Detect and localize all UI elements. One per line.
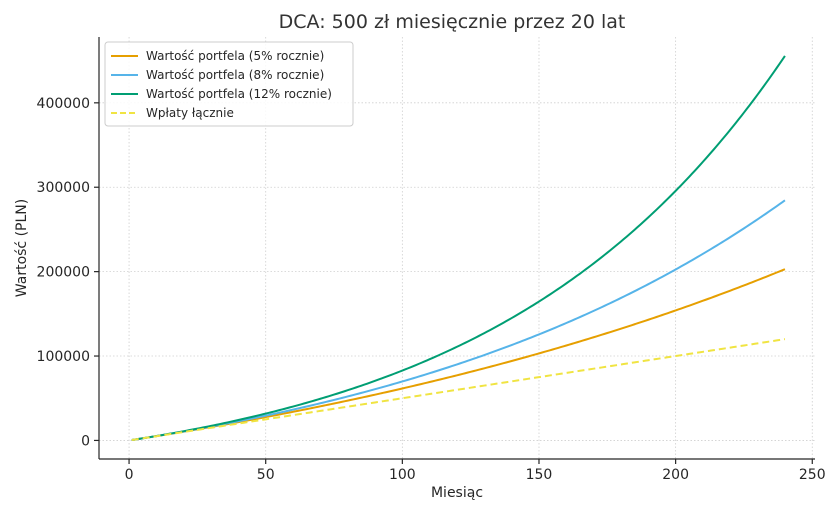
- axes: [98, 37, 815, 460]
- y-tick-label: 400000: [37, 96, 90, 112]
- y-tick-label: 0: [81, 433, 90, 449]
- series-line-3: [131, 338, 786, 441]
- series-line-1: [131, 199, 786, 441]
- legend-label: Wartość portfela (8% rocznie): [146, 68, 324, 82]
- y-ticks: 0 100000 200000 300000 400000: [37, 96, 99, 449]
- y-tick-label: 100000: [37, 349, 90, 365]
- x-axis-label: Miesiąc: [431, 485, 483, 501]
- legend-label: Wartość portfela (5% rocznie): [146, 49, 324, 63]
- x-tick-label: 100: [389, 467, 416, 483]
- y-tick-label: 300000: [37, 180, 90, 196]
- series-line-2: [131, 55, 786, 441]
- x-tick-label: 50: [257, 467, 275, 483]
- legend-frame: [104, 41, 354, 127]
- legend-label: Wpłaty łącznie: [146, 106, 234, 120]
- x-tick-label: 0: [125, 467, 134, 483]
- y-tick-label: 200000: [37, 265, 90, 281]
- legend: Wartość portfela (5% rocznie) Wartość por…: [104, 41, 354, 127]
- x-tick-label: 200: [662, 467, 689, 483]
- x-tick-label: 250: [799, 467, 826, 483]
- x-ticks: 0 50 100 150 200 250: [125, 459, 826, 483]
- series-group: [131, 55, 786, 441]
- legend-label: Wartość portfela (12% rocznie): [146, 87, 332, 101]
- x-tick-label: 150: [526, 467, 553, 483]
- y-axis-label: Wartość (PLN): [14, 199, 30, 297]
- grid: [99, 37, 815, 459]
- chart-title: DCA: 500 zł miesięcznie przez 20 lat: [279, 11, 626, 33]
